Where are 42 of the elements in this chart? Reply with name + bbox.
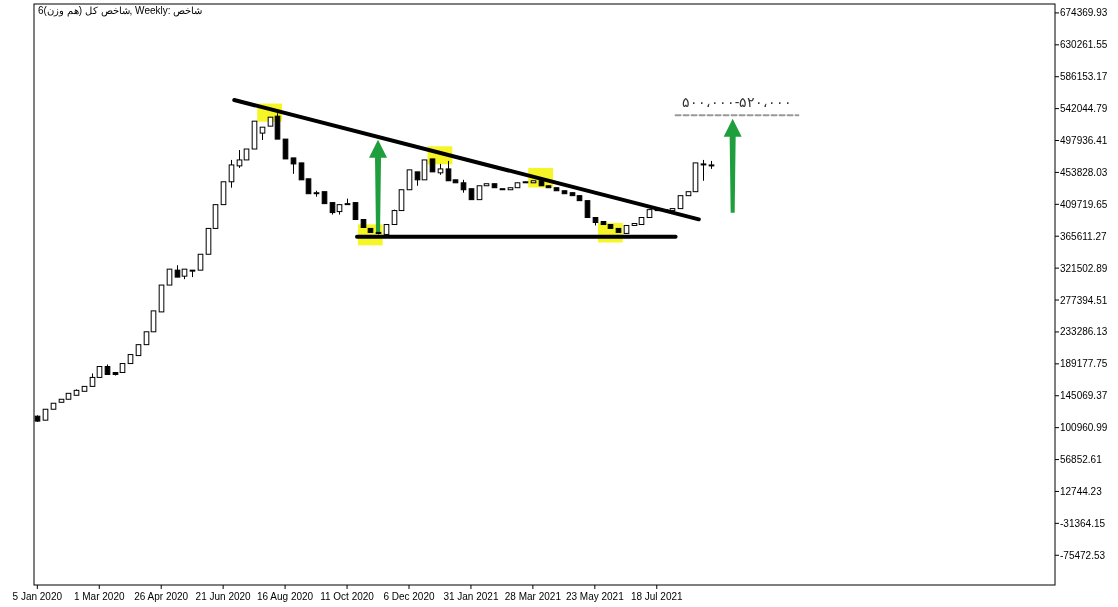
x-tick-label: 5 Jan 2020 [12,591,63,602]
y-tick-label: 586153.17 [1060,71,1108,83]
y-tick-label: 277394.51 [1060,294,1108,306]
y-tick-label: 674369.93 [1060,7,1108,19]
y-tick-label: 542044.79 [1060,103,1108,115]
y-tick-label: 497936.41 [1060,135,1108,147]
candlestick [700,159,707,182]
candlestick [445,160,452,182]
y-tick-label: 453828.03 [1060,166,1108,178]
candlestick [406,169,413,191]
x-tick-label: 26 Apr 2020 [134,591,189,602]
x-tick-label: 18 Jul 2021 [630,591,684,602]
candlestick [398,189,405,212]
candlestick [150,310,157,333]
y-tick-label: 56852.61 [1060,454,1103,466]
y-tick-label: 12744.23 [1060,485,1103,497]
y-tick-label: 321502.89 [1060,262,1108,274]
x-tick-label: 16 Aug 2020 [257,591,314,602]
y-tick-label: 100960.99 [1060,422,1108,434]
x-tick-label: 31 Jan 2021 [443,591,499,602]
y-tick-label: 145069.37 [1060,390,1108,402]
y-tick-label: -75472.53 [1060,549,1106,561]
candlestick [212,204,219,229]
y-tick-label: 189177.75 [1060,358,1108,370]
candlestick [274,112,281,140]
x-tick-label: 11 Oct 2020 [320,591,375,602]
y-tick-label: 365611.27 [1060,230,1107,242]
y-tick-label: -31364.15 [1060,517,1106,529]
annotation: ۵۰۰،۰۰۰-۵۲۰،۰۰۰ [681,94,793,111]
candlestick [228,159,235,189]
x-tick-label: 1 Mar 2020 [73,591,125,602]
x-tick-label: 28 Mar 2021 [504,591,562,602]
x-tick-label: 21 Jun 2020 [195,591,252,602]
candlestick [421,159,428,181]
x-tick-label: 23 May 2021 [565,591,625,602]
chart-title: شاخص کل (هم وزن)6, Weekly: شاخص [38,5,203,17]
y-tick-label: 630261.55 [1060,39,1108,51]
y-tick-label: 409719.65 [1060,198,1108,210]
candlestick [282,138,289,160]
x-tick-label: 6 Dec 2020 [383,591,435,602]
candlestick [220,181,227,206]
y-tick-label: 233286.13 [1060,326,1108,338]
